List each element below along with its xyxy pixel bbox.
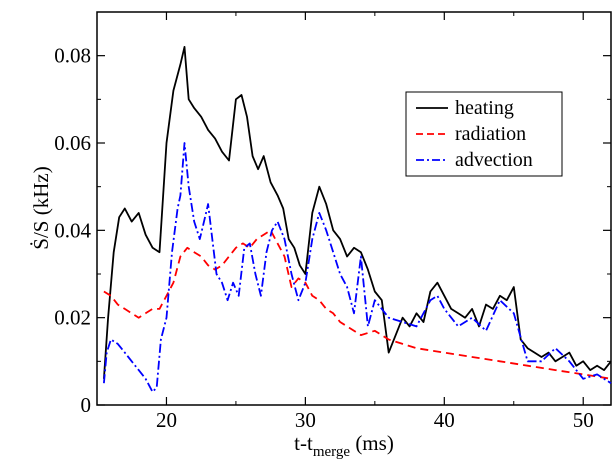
series-layer: [103, 46, 612, 393]
x-axis-label: t-tmerge (ms): [294, 431, 394, 460]
y-axis-label-rest: /S (kHz): [29, 166, 53, 238]
plot-area-frame: [96, 11, 612, 406]
y-tick-label-0.08: 0.08: [54, 44, 91, 68]
svg-text:Ṡ/S (kHz): Ṡ/S (kHz): [29, 166, 53, 249]
x-axis-label-main: t-t: [294, 431, 313, 455]
x-tick-label-50: 50: [573, 408, 594, 432]
legend-label-advection: advection: [455, 149, 533, 171]
y-tick-label-0.06: 0.06: [54, 131, 91, 155]
x-tick-label-40: 40: [434, 408, 455, 432]
series-line-advection: [103, 142, 612, 393]
y-tick-label-0.02: 0.02: [54, 306, 91, 330]
y-tick-label-0: 0: [81, 393, 92, 417]
y-axis-label-dot: Ṡ: [29, 238, 53, 250]
legend: heating radiation advection: [405, 91, 563, 177]
y-tick-label-0.04: 0.04: [54, 218, 91, 242]
x-axis-label-unit: (ms): [350, 431, 394, 455]
axis-ticks: 20 30 40 50 0 0.02 0.04 0.06 0.08: [54, 12, 611, 432]
legend-label-heating: heating: [455, 97, 514, 119]
legend-label-radiation: radiation: [455, 123, 526, 145]
x-axis-label-sub: merge: [313, 444, 351, 460]
x-tick-label-20: 20: [156, 408, 177, 432]
x-tick-label-30: 30: [295, 408, 316, 432]
series-line-radiation: [103, 229, 612, 380]
y-axis-label: Ṡ/S (kHz): [29, 166, 53, 249]
